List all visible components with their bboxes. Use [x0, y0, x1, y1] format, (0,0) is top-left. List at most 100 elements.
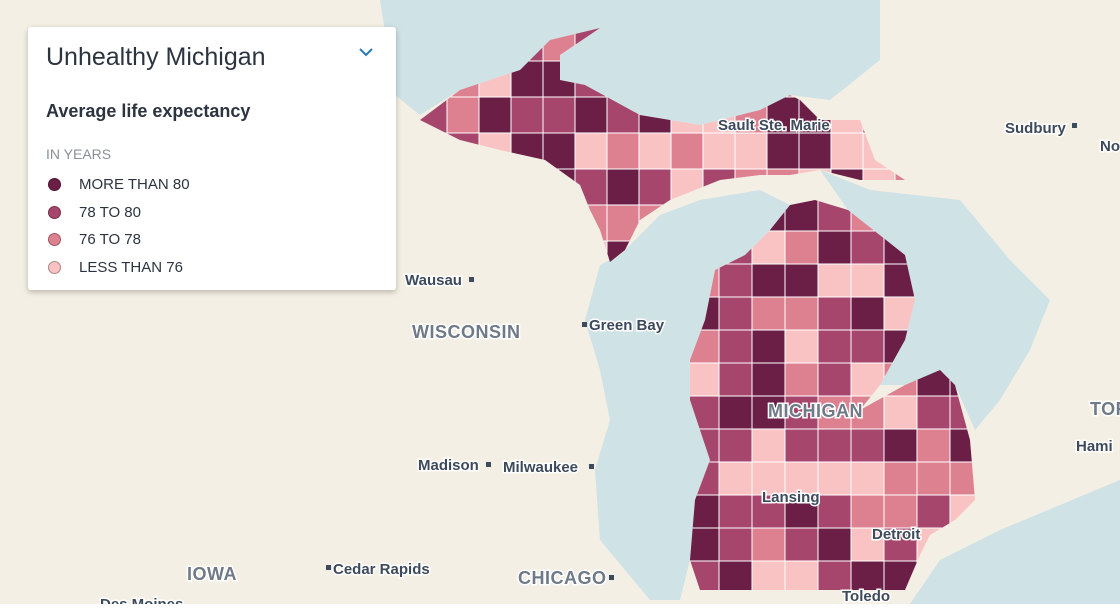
county — [916, 461, 951, 496]
county — [850, 230, 885, 265]
county — [916, 395, 951, 430]
region-label: TOR — [1090, 399, 1120, 419]
county — [784, 527, 819, 562]
county — [850, 263, 885, 298]
city-label: Lansing — [762, 489, 820, 506]
county — [784, 428, 819, 463]
city-label: Wausau — [405, 272, 462, 289]
city-label: Toledo — [842, 588, 890, 604]
county — [817, 527, 852, 562]
collapse-toggle[interactable] — [358, 47, 374, 57]
legend-subtitle: Average life expectancy — [46, 101, 251, 121]
legend-label: MORE THAN 80 — [79, 176, 190, 194]
county — [718, 263, 753, 298]
legend-item: MORE THAN 80 — [48, 171, 190, 199]
county — [817, 329, 852, 364]
county — [817, 560, 852, 590]
legend-label: LESS THAN 76 — [79, 258, 183, 276]
legend-items: MORE THAN 80 78 TO 80 76 TO 78 LESS THAN 76 — [48, 171, 190, 281]
legend-item: 76 TO 78 — [48, 226, 190, 254]
city-dot — [326, 565, 331, 570]
county — [718, 494, 753, 529]
county — [751, 428, 786, 463]
region-label: CHICAGO — [518, 568, 607, 588]
city-dot — [486, 462, 491, 467]
city-label: Cedar Rapids — [333, 561, 430, 578]
county — [734, 132, 768, 170]
county — [817, 296, 852, 331]
county — [916, 428, 951, 463]
county — [606, 132, 640, 170]
city-label: No — [1100, 138, 1120, 155]
legend-item: 78 TO 80 — [48, 199, 190, 227]
county — [718, 395, 753, 430]
city-label: Hami — [1076, 438, 1113, 455]
county — [817, 428, 852, 463]
county — [670, 132, 704, 170]
county — [606, 168, 640, 206]
region-label: MICHIGAN — [768, 401, 863, 421]
city-dot — [469, 277, 474, 282]
county — [850, 428, 885, 463]
county — [784, 560, 819, 590]
county — [784, 263, 819, 298]
county — [751, 362, 786, 397]
county — [446, 96, 480, 134]
legend-title: Unhealthy Michigan — [46, 43, 266, 71]
county — [690, 362, 720, 397]
county — [850, 527, 885, 562]
county — [718, 428, 753, 463]
county — [510, 96, 544, 134]
county — [883, 428, 918, 463]
county — [784, 296, 819, 331]
county — [718, 296, 753, 331]
county — [574, 96, 608, 134]
county — [784, 329, 819, 364]
legend-panel: Unhealthy Michigan Average life expectan… — [28, 27, 396, 290]
county — [751, 527, 786, 562]
lake-superior — [380, 0, 880, 125]
county — [638, 168, 672, 206]
county — [718, 329, 753, 364]
county — [850, 461, 885, 496]
county — [817, 494, 852, 529]
county — [766, 132, 800, 170]
county — [817, 461, 852, 496]
county — [850, 494, 885, 529]
county — [574, 132, 608, 170]
legend-item: LESS THAN 76 — [48, 254, 190, 282]
county — [542, 96, 576, 134]
city-label: Des Moines — [100, 596, 183, 604]
county — [478, 96, 512, 134]
city-label: Sudbury — [1005, 120, 1066, 137]
lake-michigan — [585, 190, 790, 600]
county — [751, 560, 786, 590]
county — [751, 329, 786, 364]
county — [817, 395, 852, 430]
city-dot — [582, 322, 587, 327]
county — [850, 296, 885, 331]
region-label: WISCONSIN — [412, 322, 521, 342]
city-label: Green Bay — [589, 317, 665, 334]
county — [718, 560, 753, 590]
county — [638, 132, 672, 170]
county — [718, 527, 753, 562]
county — [817, 230, 852, 265]
region-label: IOWA — [187, 564, 237, 584]
county — [784, 230, 819, 265]
legend-label: 78 TO 80 — [79, 203, 141, 221]
legend-label: 76 TO 78 — [79, 231, 141, 249]
county — [916, 494, 951, 529]
lake-erie — [910, 480, 1120, 604]
city-label: Milwaukee — [503, 459, 578, 476]
city-label: Sault Ste. Marie — [718, 117, 830, 134]
county — [817, 362, 852, 397]
city-label: Madison — [418, 457, 479, 474]
county — [850, 560, 885, 590]
county — [850, 329, 885, 364]
legend-swatch — [48, 205, 61, 219]
county — [718, 461, 753, 496]
county — [883, 461, 918, 496]
